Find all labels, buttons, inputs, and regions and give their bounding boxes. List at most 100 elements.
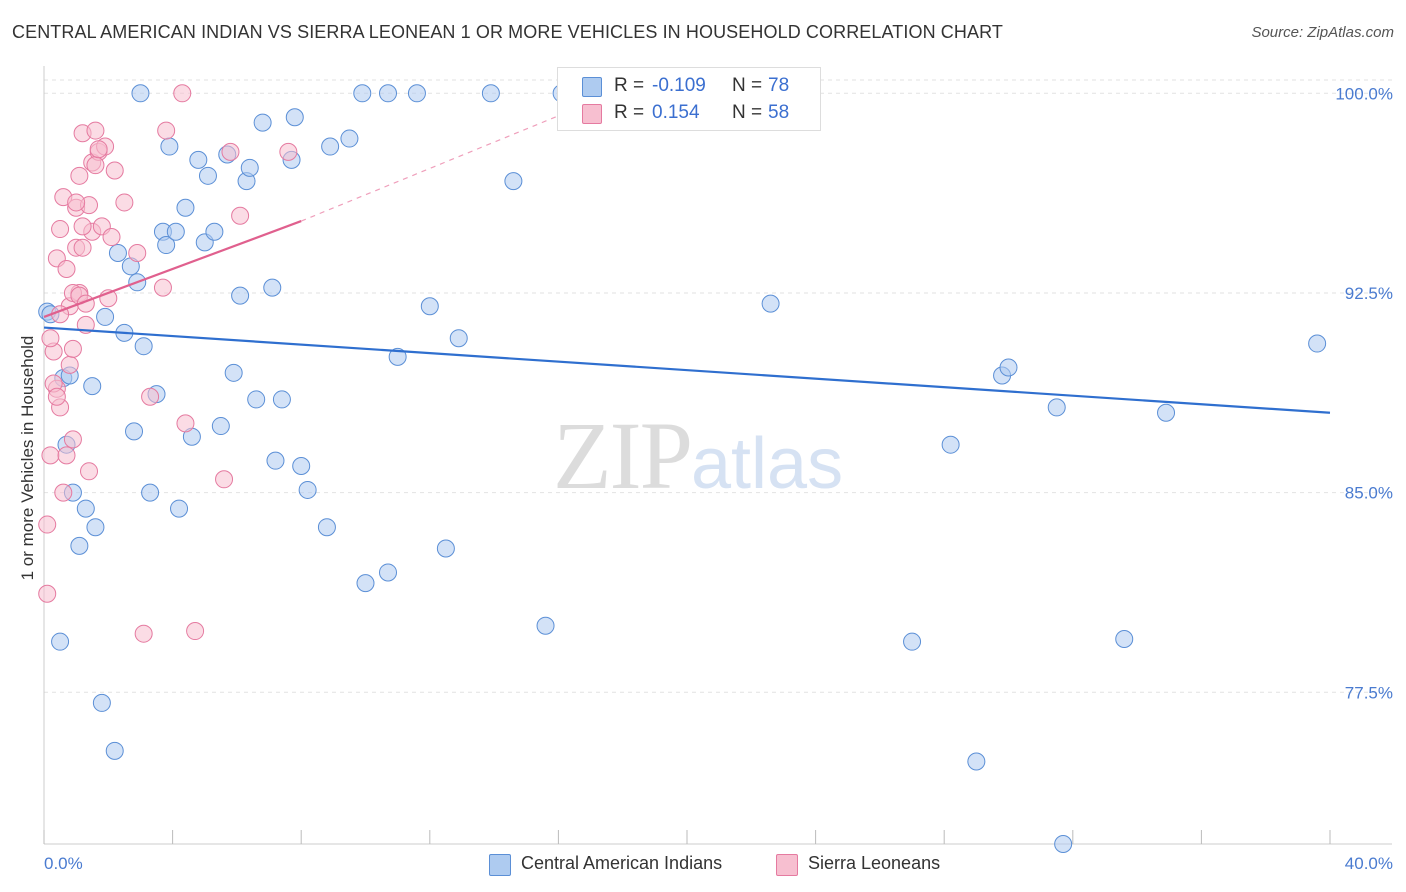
- point-central-american-indian: [231, 286, 250, 305]
- stats-legend: R = -0.109 N = 78 R = 0.154 N = 58: [557, 67, 821, 131]
- point-sierra-leonean: [186, 622, 205, 641]
- legend-label: Sierra Leoneans: [808, 853, 941, 873]
- source-label: Source: ZipAtlas.com: [1251, 24, 1394, 41]
- point-central-american-indian: [298, 480, 317, 499]
- y-tick-label: 85.0%: [1345, 484, 1393, 503]
- point-central-american-indian: [1308, 334, 1327, 353]
- point-sierra-leonean: [51, 220, 70, 239]
- point-central-american-indian: [388, 347, 407, 366]
- x-tick-label: 0.0%: [44, 854, 83, 873]
- point-sierra-leonean: [38, 515, 57, 534]
- point-sierra-leonean: [67, 193, 86, 212]
- point-central-american-indian: [761, 294, 780, 313]
- x-tick-label: 40.0%: [1345, 854, 1393, 873]
- point-central-american-indian: [353, 84, 372, 103]
- point-sierra-leonean: [47, 387, 66, 406]
- n-value: 78: [768, 75, 790, 96]
- trend-line-sierra-leoneans: [43, 220, 302, 318]
- point-central-american-indian: [157, 236, 176, 255]
- point-central-american-indian: [224, 363, 243, 382]
- n-value: 58: [768, 102, 790, 123]
- point-central-american-indian: [1115, 630, 1134, 649]
- point-sierra-leonean: [38, 584, 57, 603]
- point-central-american-indian: [247, 390, 266, 409]
- y-tick-label: 100.0%: [1335, 84, 1393, 103]
- point-central-american-indian: [340, 129, 359, 148]
- watermark-atlas: atlas: [691, 424, 844, 504]
- point-central-american-indian: [86, 518, 105, 537]
- point-central-american-indian: [1157, 403, 1176, 422]
- point-sierra-leonean: [86, 121, 105, 140]
- point-sierra-leonean: [73, 217, 92, 236]
- legend-swatch-blue: [489, 854, 511, 876]
- trend-line-sierra-leoneans-extension: [300, 108, 575, 222]
- point-central-american-indian: [266, 451, 285, 470]
- point-sierra-leonean: [128, 244, 147, 263]
- point-central-american-indian: [105, 741, 124, 760]
- point-sierra-leonean: [57, 259, 76, 278]
- point-sierra-leonean: [115, 193, 134, 212]
- point-sierra-leonean: [102, 228, 121, 247]
- point-central-american-indian: [263, 278, 282, 297]
- point-central-american-indian: [176, 198, 195, 217]
- point-central-american-indian: [189, 150, 208, 169]
- point-central-american-indian: [131, 84, 150, 103]
- point-sierra-leonean: [157, 121, 176, 140]
- point-central-american-indian: [1054, 835, 1073, 853]
- point-central-american-indian: [108, 244, 127, 263]
- point-sierra-leonean: [173, 84, 192, 103]
- legend-label: Central American Indians: [521, 853, 723, 873]
- point-central-american-indian: [449, 329, 468, 348]
- y-tick-label: 77.5%: [1345, 683, 1393, 702]
- point-sierra-leonean: [73, 238, 92, 257]
- r-label: R =: [614, 102, 645, 123]
- point-central-american-indian: [96, 307, 115, 326]
- point-sierra-leonean: [86, 156, 105, 175]
- point-central-american-indian: [317, 518, 336, 537]
- point-sierra-leonean: [134, 624, 153, 643]
- point-central-american-indian: [205, 222, 224, 241]
- point-central-american-indian: [436, 539, 455, 558]
- point-central-american-indian: [83, 377, 102, 396]
- point-central-american-indian: [141, 483, 160, 502]
- point-sierra-leonean: [63, 339, 82, 358]
- point-central-american-indian: [999, 358, 1018, 377]
- point-sierra-leonean: [221, 142, 240, 161]
- point-sierra-leonean: [70, 166, 89, 185]
- watermark-zip: ZIP: [553, 402, 693, 509]
- watermark: ZIPatlas: [553, 400, 843, 511]
- point-central-american-indian: [166, 222, 185, 241]
- point-central-american-indian: [536, 616, 555, 635]
- point-central-american-indian: [285, 108, 304, 127]
- point-central-american-indian: [198, 166, 217, 185]
- point-central-american-indian: [70, 536, 89, 555]
- point-sierra-leonean: [153, 278, 172, 297]
- point-central-american-indian: [292, 456, 311, 475]
- point-central-american-indian: [321, 137, 340, 156]
- point-sierra-leonean: [279, 142, 298, 161]
- y-tick-label: 92.5%: [1345, 284, 1393, 303]
- point-central-american-indian: [240, 158, 259, 177]
- r-value: 0.154: [652, 102, 700, 123]
- point-central-american-indian: [125, 422, 144, 441]
- point-central-american-indian: [211, 417, 230, 436]
- point-sierra-leonean: [57, 446, 76, 465]
- trend-line-central-american-indians: [43, 326, 1331, 414]
- point-sierra-leonean: [63, 430, 82, 449]
- n-label: N =: [732, 75, 763, 96]
- point-central-american-indian: [76, 499, 95, 518]
- point-central-american-indian: [1047, 398, 1066, 417]
- point-central-american-indian: [51, 632, 70, 651]
- point-central-american-indian: [253, 113, 272, 132]
- r-label: R =: [614, 75, 645, 96]
- legend-swatch-pink: [776, 854, 798, 876]
- point-central-american-indian: [170, 499, 189, 518]
- point-central-american-indian: [941, 435, 960, 454]
- point-sierra-leonean: [89, 140, 108, 159]
- point-central-american-indian: [481, 84, 500, 103]
- point-central-american-indian: [134, 337, 153, 356]
- r-value: -0.109: [652, 75, 706, 96]
- legend-swatch-blue: [582, 77, 602, 97]
- n-label: N =: [732, 102, 763, 123]
- point-central-american-indian: [272, 390, 291, 409]
